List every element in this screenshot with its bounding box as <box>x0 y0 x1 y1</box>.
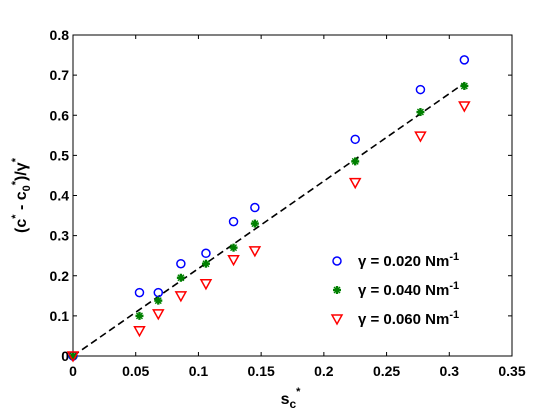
series-3-point <box>199 279 213 291</box>
series-2-point <box>154 296 163 305</box>
series-3-point <box>152 309 165 321</box>
y-tick-label: 0.5 <box>50 147 70 163</box>
x-tick-label: 0.05 <box>122 363 149 379</box>
series-3-point <box>227 254 240 267</box>
x-tick-label: 0.15 <box>248 363 275 379</box>
y-axis-label: (c* - c0*)/γ* <box>10 157 33 233</box>
y-tick-label: 0.3 <box>50 228 70 244</box>
x-tick-label: 0 <box>69 363 77 379</box>
series-1-point <box>153 287 164 298</box>
y-tick-label: 0 <box>61 348 69 364</box>
series-3-point <box>414 131 427 143</box>
series-1-point <box>350 134 360 145</box>
legend-marker-3 <box>330 314 344 326</box>
x-axis-label: sc* <box>281 386 302 411</box>
y-tick-label: 0.4 <box>50 188 70 204</box>
series-3-point <box>348 177 362 190</box>
series-1-point <box>459 55 470 65</box>
series-2-point <box>229 243 238 252</box>
series-2-point <box>460 81 469 90</box>
x-tick-label: 0.25 <box>373 363 400 379</box>
x-tick-label: 0.2 <box>314 363 334 379</box>
y-tick-label: 0.8 <box>50 27 70 43</box>
fit-line <box>72 82 465 357</box>
legend-marker-2 <box>333 286 341 294</box>
series-3-point <box>66 351 80 363</box>
series-1-point <box>176 258 186 269</box>
y-tick-label: 0.2 <box>50 268 70 284</box>
series-1-point <box>134 287 145 298</box>
legend-label-2: γ = 0.040 Nm-1 <box>358 280 459 299</box>
y-tick-label: 0.7 <box>50 67 70 83</box>
series-2-point <box>176 273 185 282</box>
series-1-point <box>228 216 239 227</box>
markers-group <box>66 55 471 363</box>
legend: γ = 0.020 Nm-1 γ = 0.040 Nm-1 γ = 0.060 Nm… <box>316 242 496 337</box>
x-tick-label: 0.35 <box>498 363 525 379</box>
y-axis-ticks: 0 0.1 0.2 0.3 0.4 0.5 0.6 0.7 0.8 <box>50 27 512 364</box>
legend-marker-1 <box>332 256 342 266</box>
series-2-point <box>416 108 425 117</box>
x-tick-label: 0.3 <box>440 363 460 379</box>
legend-label-1: γ = 0.020 Nm-1 <box>358 251 459 270</box>
series-3-point <box>458 101 471 113</box>
y-tick-label: 0.1 <box>50 308 70 324</box>
x-tick-label: 0.1 <box>189 363 209 379</box>
y-tick-label: 0.6 <box>50 107 70 123</box>
series-1-point <box>415 84 426 95</box>
x-axis-ticks: 0 0.05 0.1 0.15 0.2 0.25 0.3 0.35 <box>69 35 526 379</box>
series-2-point <box>201 259 210 268</box>
series-1-point <box>201 248 211 259</box>
legend-label-3: γ = 0.060 Nm-1 <box>358 309 459 328</box>
series-3-point <box>248 246 262 258</box>
series-2-point <box>351 157 360 166</box>
series-2-point <box>250 219 259 228</box>
legend-box <box>316 242 496 337</box>
series-3-point <box>133 325 146 338</box>
fit-line-group <box>72 82 465 357</box>
series-1-point <box>250 202 260 213</box>
series-2-point <box>135 311 144 320</box>
series-3-point <box>174 291 188 303</box>
